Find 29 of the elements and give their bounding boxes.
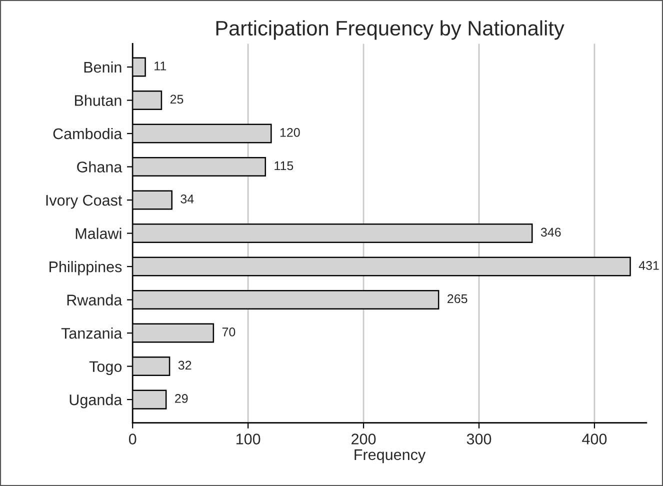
y-tick-label: Rwanda: [67, 294, 122, 306]
x-tick-label: 400: [582, 434, 607, 444]
data-label: 70: [222, 328, 236, 336]
data-label: 34: [180, 194, 194, 204]
y-tick-label: Ivory Coast: [46, 194, 122, 209]
y-tick-label: Togo: [89, 361, 122, 375]
y-tick-label: Philippines: [50, 260, 122, 276]
data-label: 32: [178, 360, 192, 370]
x-tick-label: 0: [128, 434, 136, 444]
data-label: 25: [170, 94, 184, 104]
y-tick-label: Cambodia: [53, 128, 122, 140]
x-tick-label: 200: [352, 434, 376, 444]
x-tick-label: 300: [466, 434, 492, 444]
y-tick-label: Ghana: [77, 161, 122, 172]
data-label: 115: [274, 161, 294, 170]
data-label: 431: [638, 261, 659, 270]
y-tick-label: Bhutan: [75, 94, 122, 106]
y-tick-label: Tanzania: [61, 328, 122, 339]
data-label: 346: [540, 228, 561, 237]
data-label: 11: [154, 62, 166, 70]
y-tick-label: Uganda: [70, 394, 122, 408]
chart-title: Participation Frequency by Nationality: [216, 20, 564, 40]
data-label: 265: [448, 294, 468, 304]
y-tick-label: Malawi: [76, 228, 122, 239]
data-label: 120: [280, 128, 300, 137]
x-axis-title: Frequency: [354, 449, 426, 464]
x-tick-label: 100: [236, 434, 260, 444]
data-label: 29: [175, 394, 188, 403]
y-tick-label: Benin: [84, 61, 122, 73]
